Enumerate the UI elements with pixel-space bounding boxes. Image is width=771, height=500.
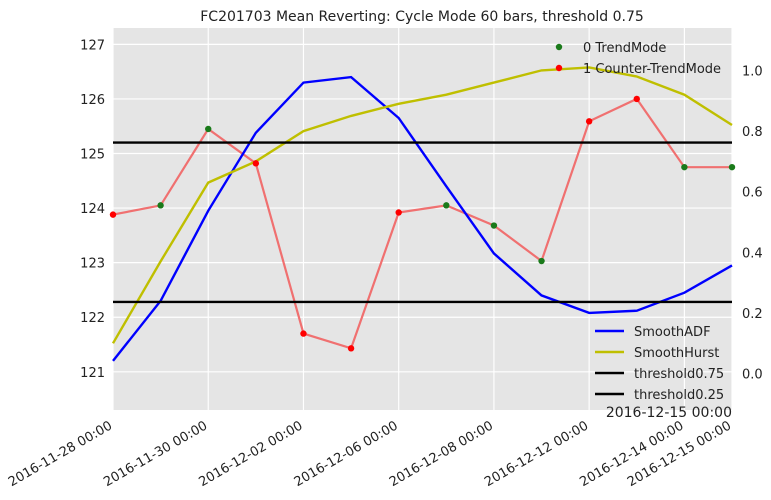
price-line: [112, 97, 732, 350]
x-tick-label: 2016-11-30 00:00: [101, 418, 210, 490]
trend-point: [443, 202, 450, 209]
y-tick-label-right: 0.6: [742, 186, 763, 201]
legend-label: SmoothHurst: [634, 346, 719, 361]
counter-trend-point: [585, 118, 593, 125]
trend-point: [490, 222, 498, 229]
legend-label: threshold0.75: [634, 367, 724, 382]
trend-point: [205, 125, 212, 133]
y-tick-label-left: 125: [80, 148, 105, 163]
legend-label: SmoothADF: [634, 325, 711, 340]
y-tick-label-right: 0.0: [742, 368, 763, 383]
counter-trend-point: [109, 211, 117, 218]
legend-label: threshold0.25: [634, 388, 724, 403]
y-tick-label-right: 0.4: [742, 246, 763, 261]
legend-label: 1 Counter-TrendMode: [583, 62, 721, 77]
y-tick-label-left: 121: [80, 366, 105, 381]
y-tick-label-left: 123: [80, 257, 105, 272]
x-tick-label: 2016-12-06 00:00: [292, 418, 401, 490]
chart-title: FC201703 Mean Reverting: Cycle Mode 60 b…: [200, 9, 644, 25]
x-tick-label: 2016-12-02 00:00: [197, 418, 306, 490]
legend-scatter: 0 TrendMode 1 Counter-TrendMode: [555, 41, 721, 77]
counter-trend-point: [633, 95, 640, 103]
legend-lines: SmoothADF SmoothHurst threshold0.75 thresho…: [595, 325, 724, 403]
lines: [111, 66, 733, 362]
grid: [112, 28, 733, 410]
series-line-smoothadf: [112, 75, 733, 362]
y-tick-label-left: 122: [80, 311, 105, 326]
legend-label: 0 TrendMode: [583, 41, 666, 56]
counter-trend-point: [300, 330, 307, 337]
counter-trend-point: [347, 345, 355, 352]
legend-marker: [555, 43, 563, 51]
y-tick-label-right: 0.2: [742, 307, 763, 322]
y-tick-label-left: 126: [80, 93, 105, 108]
x-offset-label: 2016-12-15 00:00: [606, 405, 732, 421]
markers: [109, 95, 736, 352]
series-line-smoothhurst: [111, 66, 733, 344]
y-tick-label-right: 1.0: [742, 64, 763, 79]
plot-background: [113, 28, 732, 410]
counter-trend-point: [252, 160, 260, 167]
legend-marker: [555, 64, 563, 72]
y-tick-label-right: 0.8: [742, 125, 763, 140]
trend-point: [728, 163, 736, 171]
trend-point: [157, 202, 164, 209]
counter-trend-point: [395, 209, 402, 216]
y-tick-label-left: 124: [80, 202, 105, 217]
trend-point: [538, 257, 545, 265]
x-tick-label: 2016-12-08 00:00: [387, 418, 496, 490]
trend-point: [681, 163, 688, 171]
y-tick-label-left: 127: [80, 38, 105, 53]
x-tick-label: 2016-12-12 00:00: [482, 418, 591, 490]
x-tick-label: 2016-11-28 00:00: [6, 418, 115, 490]
